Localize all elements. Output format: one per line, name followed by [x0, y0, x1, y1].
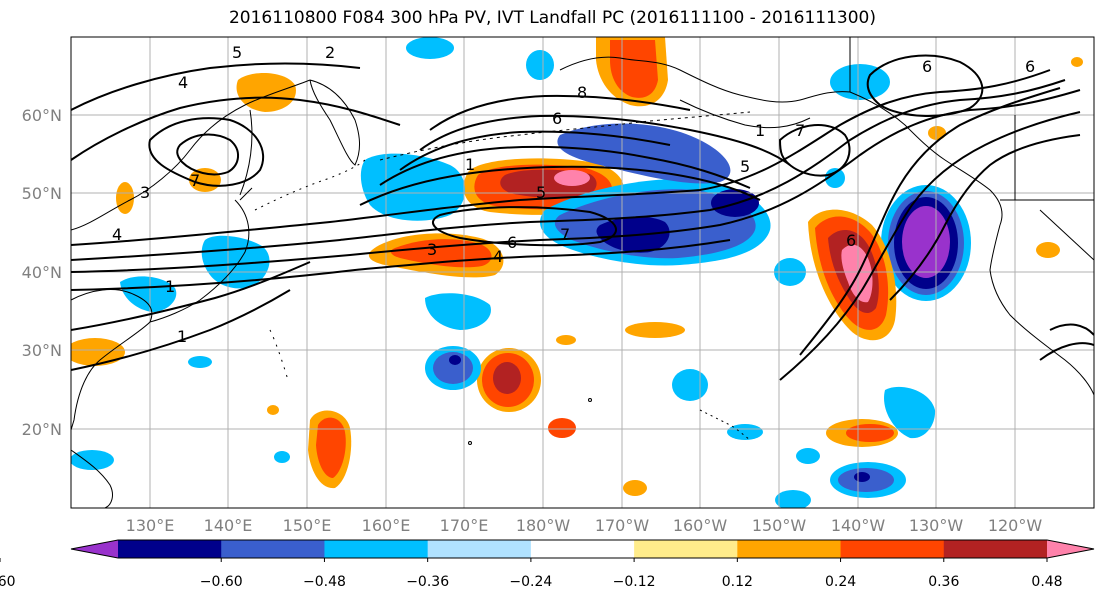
lat-label-30n: 30°N — [22, 341, 62, 360]
lon-label: 150°W — [752, 516, 807, 535]
colorbar-tick-label: 0.12 — [722, 574, 753, 590]
lon-label: 180°W — [516, 516, 571, 535]
contour-line — [71, 69, 1051, 246]
map-frame — [70, 36, 1095, 509]
contour-line — [148, 117, 265, 187]
contour-line — [799, 87, 1061, 356]
contour-line — [71, 79, 1066, 261]
longitude-labels: 130°E 140°E 150°E 160°E 170°E 180°W 170°… — [126, 516, 1043, 535]
lat-label-20n: 20°N — [22, 420, 62, 439]
colorbar-segment — [427, 540, 532, 558]
colorbar-segment — [324, 540, 429, 558]
lon-label: 160°E — [362, 516, 411, 535]
colorbar-tick-label: −0.48 — [303, 574, 346, 590]
contour-label: 3 — [427, 240, 437, 259]
contour-line — [71, 62, 361, 111]
lon-label: 130°E — [126, 516, 175, 535]
pv-contours — [71, 54, 1094, 381]
contour-label: 5 — [232, 43, 242, 62]
contour-label: 5 — [740, 157, 750, 176]
contour-line — [71, 96, 401, 161]
contour-line — [176, 133, 239, 176]
map-plot-area: 2 5 4 6 7 3 4 1 5 6 4 7 6 7 3 8 6 1 1 1 … — [71, 37, 1094, 508]
contour-line — [779, 111, 1081, 381]
pc-shading — [71, 37, 1083, 508]
colorbar-tick-label: 0.48 — [1031, 574, 1062, 590]
colorbar-segments — [71, 540, 1094, 558]
lat-label-60n: 60°N — [22, 106, 62, 125]
contour-label: 5 — [536, 183, 546, 202]
colorbar-tick-label: −0.24 — [509, 574, 552, 590]
colorbar: −0.60 −0.48 −0.36 −0.24 −0.12 0.12 0.24 0.36 0.4… — [0, 539, 1095, 590]
contour-label: 1 — [755, 121, 765, 140]
colorbar-tick-label: 0.60 — [0, 574, 16, 590]
colorbar-segment — [118, 540, 222, 558]
contour-line — [71, 261, 311, 331]
colorbar-tick-label: 0.24 — [825, 574, 856, 590]
colorbar-tick-label: 0.36 — [928, 574, 959, 590]
contour-labels: 2 5 4 6 7 3 4 1 5 6 4 7 6 7 3 8 6 1 1 1 … — [112, 43, 1035, 346]
contour-label: 6 — [552, 109, 562, 128]
contour-label: 6 — [1025, 57, 1035, 76]
contour-label: 1 — [465, 155, 475, 174]
contour-label: 3 — [140, 183, 150, 202]
contour-line — [866, 54, 984, 117]
contour-line — [1039, 342, 1094, 361]
lat-label-40n: 40°N — [22, 263, 62, 282]
contour-label: 6 — [922, 57, 932, 76]
contour-line — [71, 289, 291, 371]
contour-label: 4 — [178, 73, 188, 92]
colorbar-segment — [530, 540, 635, 558]
colorbar-tick-label: −0.60 — [200, 574, 243, 590]
colorbar-tick-label: −0.36 — [406, 574, 449, 590]
contour-line — [419, 114, 791, 166]
lon-label: 130°W — [909, 516, 964, 535]
colorbar-segment — [943, 540, 1048, 558]
contour-line — [432, 206, 617, 247]
colorbar-segment — [634, 540, 738, 558]
latitude-labels: 60°N 50°N 40°N 30°N 20°N — [22, 106, 62, 439]
colorbar-tick-label: −0.12 — [613, 574, 656, 590]
contour-label: 6 — [507, 233, 517, 252]
contour-label: 6 — [846, 231, 856, 250]
contour-line — [429, 94, 691, 131]
colorbar-segment — [737, 540, 842, 558]
contour-label: 8 — [577, 83, 587, 102]
contour-label: 7 — [560, 225, 570, 244]
lon-label: 160°W — [673, 516, 728, 535]
contour-line — [889, 134, 1081, 301]
colorbar-segment — [840, 540, 945, 558]
colorbar-extend-high — [1047, 540, 1094, 558]
colorbar-frame — [70, 539, 1095, 559]
contour-line — [1049, 323, 1094, 336]
map-title: 2016110800 F084 300 hPa PV, IVT Landfall… — [228, 8, 876, 28]
colorbar-segment — [221, 540, 325, 558]
lon-label: 150°E — [283, 516, 332, 535]
contour-line — [379, 145, 751, 189]
contour-label: 7 — [795, 121, 805, 140]
contour-line — [359, 165, 761, 206]
lon-label: 140°W — [831, 516, 886, 535]
contour-label: 2 — [325, 43, 335, 62]
lat-label-50n: 50°N — [22, 184, 62, 203]
colorbar-extend-low — [71, 540, 118, 558]
lon-label: 170°E — [440, 516, 489, 535]
contour-line — [778, 123, 851, 177]
contour-label: 1 — [177, 327, 187, 346]
lon-label: 140°E — [204, 516, 253, 535]
contour-line — [399, 130, 671, 171]
lon-label: 120°W — [988, 516, 1043, 535]
lon-label: 170°W — [595, 516, 650, 535]
contour-label: 4 — [493, 247, 503, 266]
colorbar-ticks: −0.60 −0.48 −0.36 −0.24 −0.12 0.12 0.24 0.36 0.4… — [0, 558, 1063, 590]
contour-label: 7 — [190, 171, 200, 190]
contour-label: 1 — [165, 277, 175, 296]
contour-label: 4 — [112, 225, 122, 244]
contour-line — [71, 239, 731, 291]
